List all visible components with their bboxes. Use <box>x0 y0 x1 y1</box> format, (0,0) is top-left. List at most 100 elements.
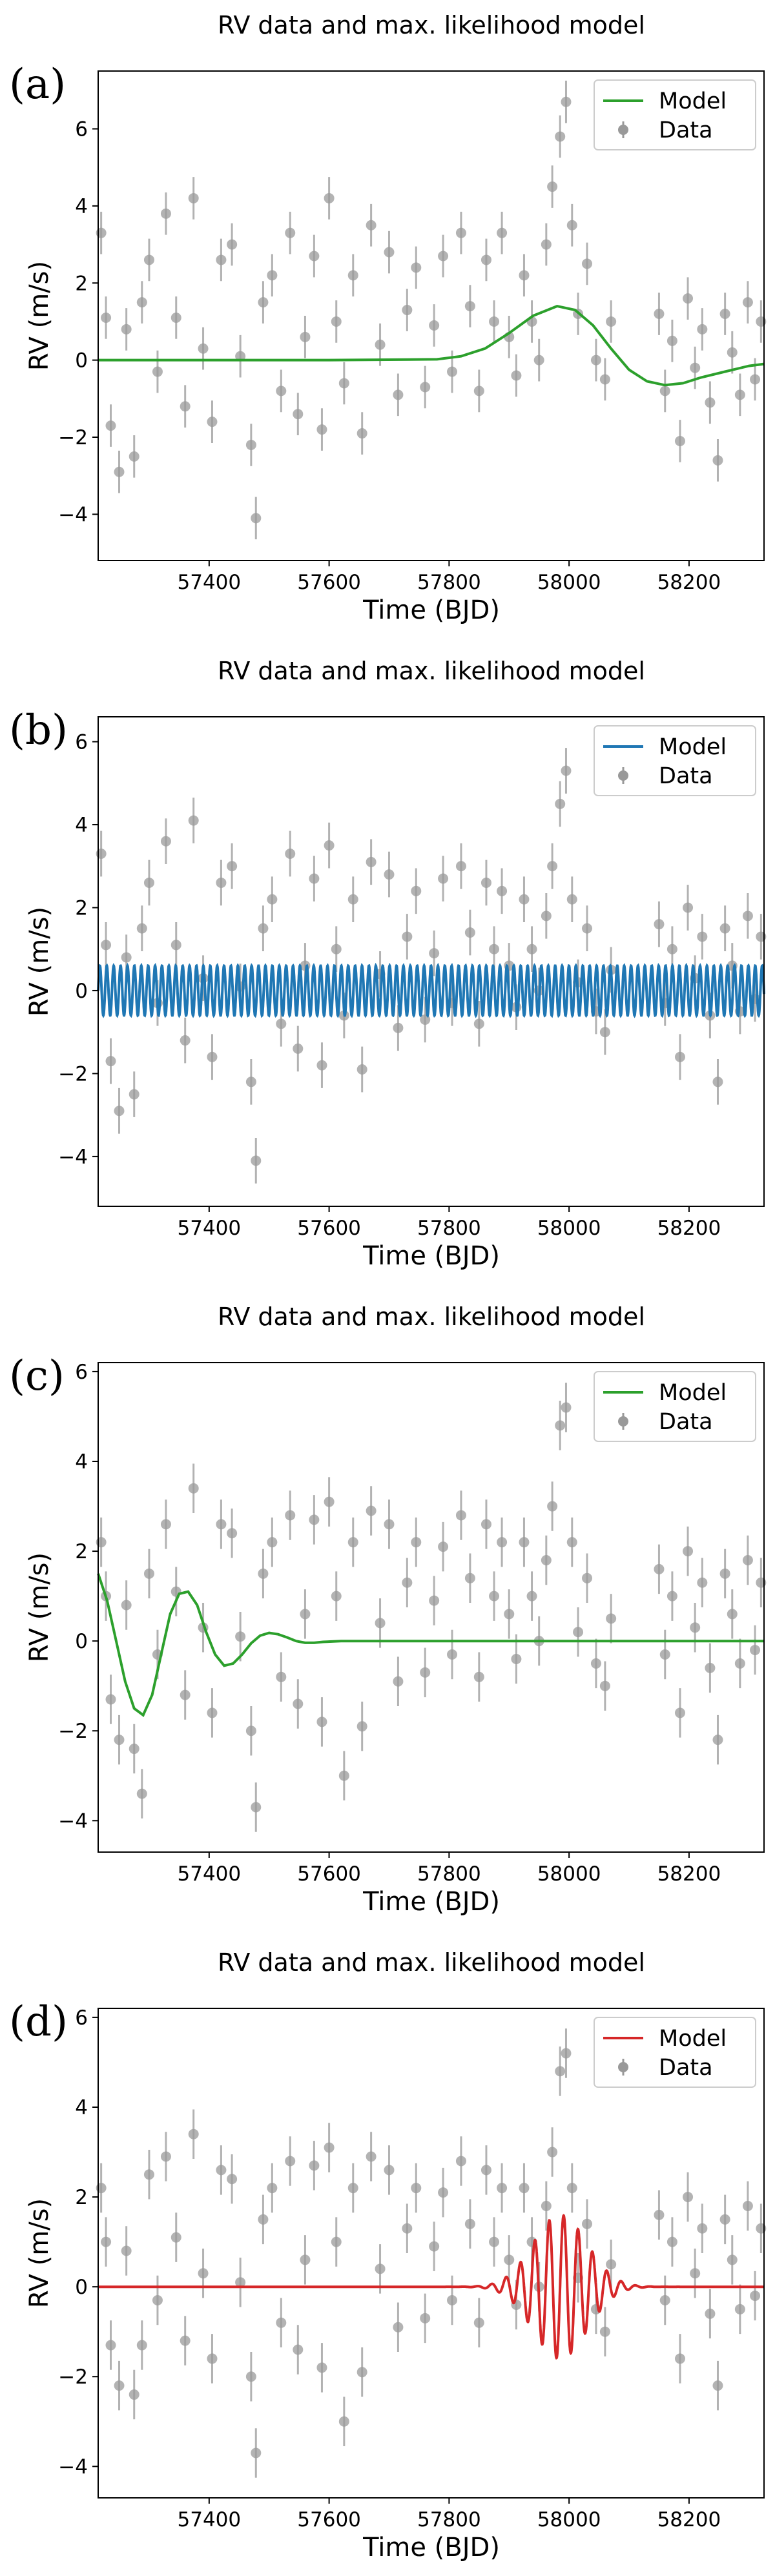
data-point <box>727 1609 738 1620</box>
data-point <box>447 1649 458 1660</box>
panel-d: RV data and max. likelihood model (d) −4… <box>0 1937 775 2576</box>
data-point <box>143 254 154 265</box>
data-point <box>331 2236 342 2247</box>
data-point <box>683 902 694 913</box>
data-point <box>697 324 708 335</box>
data-point <box>143 2169 154 2180</box>
data-point <box>293 1043 304 1054</box>
x-tick-label: 58000 <box>537 1217 601 1240</box>
data-point <box>258 1568 269 1579</box>
legend: Model Data <box>594 79 756 150</box>
data-point <box>188 2128 199 2139</box>
x-tick-label: 57600 <box>297 2508 361 2531</box>
data-point <box>160 836 171 847</box>
legend-data-label: Data <box>659 2055 713 2081</box>
data-point <box>393 1676 404 1687</box>
data-point <box>356 1064 367 1075</box>
data-point <box>143 1568 154 1579</box>
y-axis-label: RV (m/s) <box>25 1552 54 1662</box>
data-point <box>393 1022 404 1033</box>
data-point <box>683 293 694 304</box>
y-tick-label: 2 <box>75 1540 88 1563</box>
data-point <box>129 451 140 462</box>
x-tick-label: 57400 <box>178 1217 242 1240</box>
data-point <box>504 1609 515 1620</box>
data-point <box>384 1519 395 1530</box>
chart-title: RV data and max. likelihood model <box>218 1948 645 1977</box>
data-point <box>606 2259 617 2270</box>
data-point <box>309 873 320 884</box>
data-point <box>429 320 440 331</box>
data-point <box>384 869 395 880</box>
data-point <box>170 312 181 323</box>
data-point <box>547 1501 558 1512</box>
data-point <box>136 923 147 934</box>
data-point <box>276 1018 287 1029</box>
data-point <box>464 1572 475 1583</box>
legend-data-swatch <box>618 2062 628 2072</box>
data-point <box>285 227 296 238</box>
panel-label: (d) <box>9 1998 68 2046</box>
data-point <box>480 2165 491 2176</box>
data-point <box>347 1537 358 1548</box>
data-point <box>547 2147 558 2158</box>
data-point <box>251 2447 262 2458</box>
y-tick-label: −2 <box>58 1062 88 1086</box>
data-point <box>245 1077 256 1087</box>
data-point <box>654 309 665 320</box>
y-ticks: −4 −2 0 2 4 6 <box>58 1361 98 1833</box>
data-point <box>227 239 238 250</box>
data-point <box>541 2200 552 2211</box>
data-point <box>411 885 422 896</box>
data-point <box>674 435 685 446</box>
data-point <box>300 2254 311 2265</box>
data-point <box>366 1505 377 1516</box>
data-point <box>438 251 449 262</box>
data-point <box>429 2241 440 2252</box>
model-line <box>97 1573 764 1717</box>
x-tick-label: 58200 <box>657 1217 721 1240</box>
data-point <box>216 254 227 265</box>
data-point <box>480 254 491 265</box>
data-point <box>160 208 171 219</box>
data-point <box>375 339 386 350</box>
data-point <box>547 861 558 872</box>
y-tick-label: 6 <box>75 1361 88 1384</box>
data-point <box>455 861 466 872</box>
data-point <box>566 220 577 231</box>
data-point <box>674 2353 685 2364</box>
data-point <box>429 948 440 959</box>
data-point <box>384 2165 395 2176</box>
x-tick-label: 57400 <box>178 571 242 594</box>
data-point <box>464 2218 475 2229</box>
data-point <box>366 220 377 231</box>
legend-data-label: Data <box>659 763 713 789</box>
data-point <box>121 2245 132 2256</box>
data-point <box>105 420 116 431</box>
data-point <box>690 362 701 373</box>
data-point <box>188 192 199 203</box>
data-point <box>497 885 508 896</box>
x-ticks: 57400 57600 57800 58000 58200 <box>178 561 721 594</box>
data-point <box>180 1689 191 1700</box>
data-point <box>497 1537 508 1548</box>
y-tick-label: −2 <box>58 1720 88 1743</box>
data-point <box>276 2317 287 2328</box>
data-point <box>455 1510 466 1521</box>
data-point <box>497 227 508 238</box>
plot-frame <box>98 716 765 1207</box>
x-tick-label: 57800 <box>417 1217 481 1240</box>
data-point <box>561 1402 572 1413</box>
data-point <box>276 1671 287 1682</box>
data-point <box>555 2066 566 2077</box>
x-tick-label: 57800 <box>417 2508 481 2531</box>
data-point <box>561 2048 572 2059</box>
legend: Model Data <box>594 1371 756 1442</box>
y-ticks: −4 −2 0 2 4 6 <box>58 731 98 1169</box>
data-point <box>152 366 163 377</box>
y-tick-label: 6 <box>75 731 88 754</box>
data-point <box>198 343 209 354</box>
data-point <box>105 1056 116 1067</box>
data-point <box>742 2200 753 2211</box>
data-point <box>235 1631 246 1642</box>
